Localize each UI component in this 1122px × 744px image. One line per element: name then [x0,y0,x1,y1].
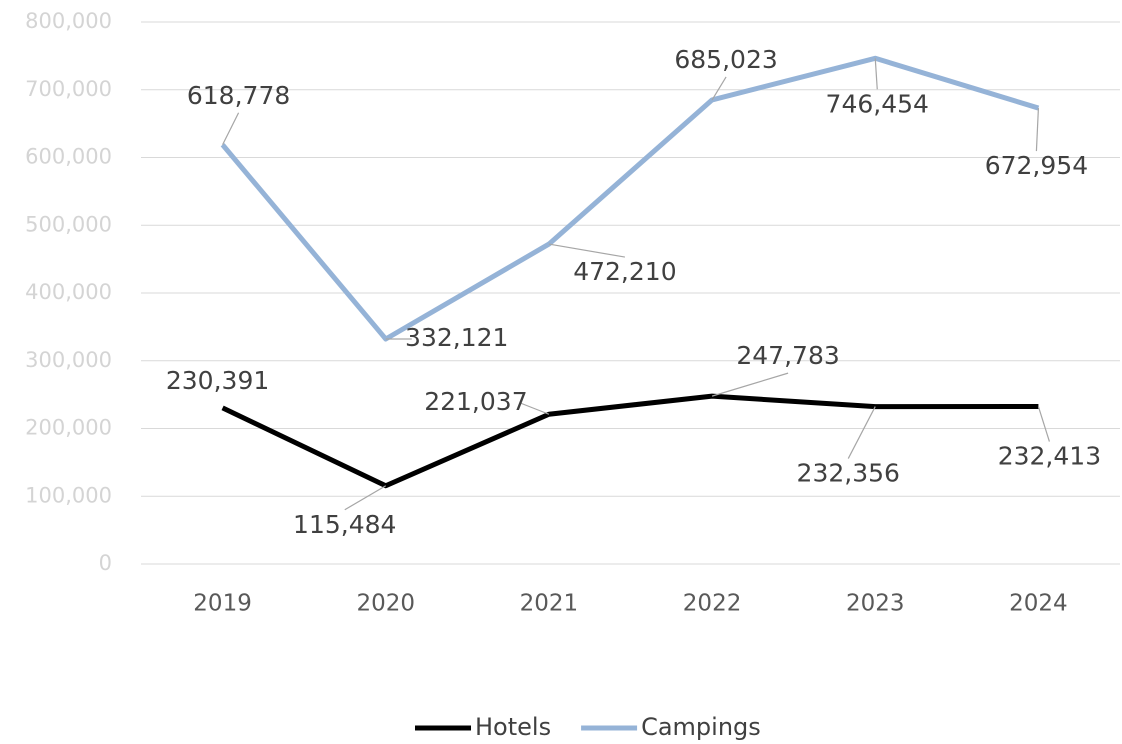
legend-label: Hotels [475,713,551,741]
x-tick-label: 2024 [1009,591,1068,617]
leader-line [711,76,727,101]
y-tick-label: 300,000 [25,348,112,372]
leader-line [1035,108,1040,152]
data-label: 472,210 [573,257,676,286]
data-label: 115,484 [293,510,396,539]
x-tick-label: 2022 [683,591,742,617]
data-label: 247,783 [736,341,839,370]
data-label: 746,454 [826,89,929,118]
series-line [221,393,1039,489]
x-tick-label: 2019 [193,591,252,617]
data-label: 672,954 [985,151,1088,180]
data-label: 230,391 [166,366,269,395]
y-tick-label: 100,000 [25,483,112,507]
data-label: 332,121 [405,323,508,352]
y-tick-label: 500,000 [25,212,112,236]
y-tick-label: 200,000 [25,416,112,440]
data-label: 685,023 [674,45,777,74]
leader-line [1037,406,1050,442]
data-label: 232,413 [998,442,1101,471]
series-line [220,55,1040,342]
y-tick-label: 600,000 [25,145,112,169]
y-tick-label: 800,000 [25,9,112,33]
leader-line [711,372,789,397]
leader-line [222,112,240,146]
leader-line [874,58,878,90]
leader-line [344,485,387,511]
data-label: 618,778 [187,81,290,110]
x-tick-label: 2020 [356,591,415,617]
data-label: 221,037 [424,387,527,416]
y-tick-label: 400,000 [25,280,112,304]
x-tick-label: 2023 [846,591,905,617]
y-tick-label: 0 [99,551,112,575]
leader-line [548,243,626,258]
data-label: 232,356 [797,459,900,488]
legend-label: Campings [641,713,761,741]
leader-line [520,402,550,415]
leader-line [847,406,876,459]
x-tick-label: 2021 [520,591,579,617]
y-tick-label: 700,000 [25,77,112,101]
